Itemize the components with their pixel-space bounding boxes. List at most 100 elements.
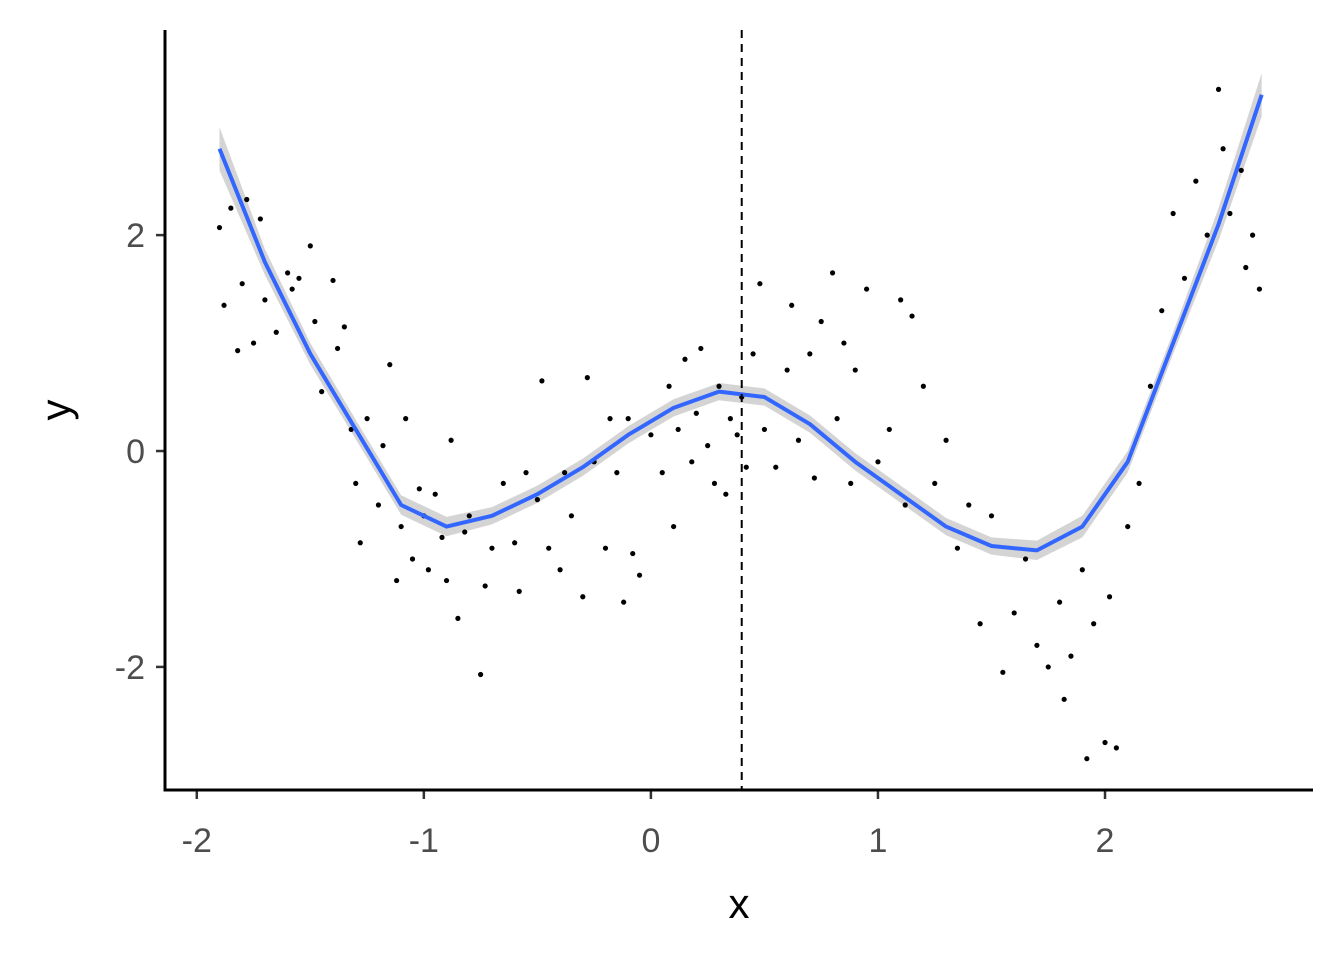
point: [1000, 669, 1006, 675]
point: [943, 437, 949, 443]
point: [1256, 286, 1263, 292]
point: [273, 329, 279, 335]
point: [289, 286, 295, 292]
point: [239, 281, 245, 287]
point: [319, 389, 325, 395]
point: [902, 502, 908, 508]
point: [341, 324, 347, 330]
point: [482, 583, 488, 589]
point: [523, 470, 529, 476]
y-axis-title: y: [32, 400, 79, 421]
point: [625, 416, 631, 422]
x-tick-label: 1: [868, 822, 887, 860]
point: [630, 550, 636, 557]
point: [1238, 167, 1244, 173]
point: [334, 345, 341, 352]
point: [364, 416, 370, 422]
point: [1136, 480, 1142, 487]
point: [932, 480, 938, 487]
point: [607, 416, 613, 422]
y-tick-label: -2: [115, 649, 145, 687]
point: [784, 367, 790, 373]
point: [296, 275, 302, 281]
point: [1034, 642, 1040, 648]
point: [500, 480, 506, 487]
point: [734, 432, 740, 438]
point: [705, 443, 711, 449]
point: [723, 491, 729, 497]
point: [425, 567, 431, 573]
x-axis-title: x: [729, 880, 750, 927]
point: [1204, 232, 1210, 238]
point: [539, 378, 545, 384]
point: [462, 529, 468, 535]
point: [659, 470, 665, 476]
point: [789, 302, 795, 308]
point: [221, 302, 227, 308]
point: [1147, 383, 1154, 389]
point: [1243, 264, 1249, 271]
point: [750, 351, 756, 357]
point: [443, 577, 450, 584]
point: [1193, 178, 1199, 184]
point: [716, 383, 722, 389]
point: [954, 545, 961, 551]
x-tick-label: -1: [409, 822, 439, 860]
point: [512, 540, 518, 546]
point: [1022, 556, 1029, 562]
smooth-line: [217, 94, 1264, 553]
point: [1125, 523, 1131, 530]
point: [875, 459, 881, 465]
point: [1061, 696, 1067, 702]
point: [257, 216, 263, 222]
point: [568, 513, 575, 519]
point: [546, 545, 552, 551]
point: [1250, 232, 1256, 238]
point: [818, 318, 824, 325]
point: [1159, 308, 1165, 314]
point: [1068, 653, 1074, 659]
point: [648, 432, 654, 438]
point: [262, 297, 268, 303]
point: [330, 277, 336, 284]
point: [841, 340, 847, 346]
point: [1102, 739, 1108, 746]
point: [244, 196, 250, 203]
point: [711, 480, 718, 487]
point: [1215, 86, 1222, 92]
point: [852, 367, 858, 373]
point: [312, 318, 318, 325]
point: [795, 437, 802, 443]
point: [1220, 146, 1226, 152]
point: [909, 313, 915, 319]
point: [1011, 610, 1017, 616]
point: [602, 545, 609, 551]
point: [416, 486, 422, 492]
point: [689, 459, 695, 465]
x-tick-label: 2: [1096, 822, 1115, 860]
point: [1084, 756, 1090, 762]
point: [228, 205, 234, 211]
point: [216, 224, 223, 231]
point: [235, 348, 241, 354]
point: [1106, 594, 1113, 600]
point: [1045, 664, 1051, 670]
point: [671, 523, 677, 530]
x-tick-label: 0: [641, 822, 660, 860]
point: [848, 480, 854, 487]
point: [666, 383, 672, 389]
point: [439, 534, 445, 540]
point: [807, 351, 813, 357]
point: [761, 426, 768, 433]
point: [489, 545, 495, 551]
point: [403, 416, 409, 422]
point: [380, 443, 386, 449]
confidence-band: [219, 73, 1262, 561]
point: [898, 297, 904, 303]
point: [614, 470, 620, 476]
point: [307, 243, 313, 249]
y-tick-label: 2: [126, 217, 145, 255]
point: [285, 270, 291, 276]
point: [1227, 210, 1233, 217]
